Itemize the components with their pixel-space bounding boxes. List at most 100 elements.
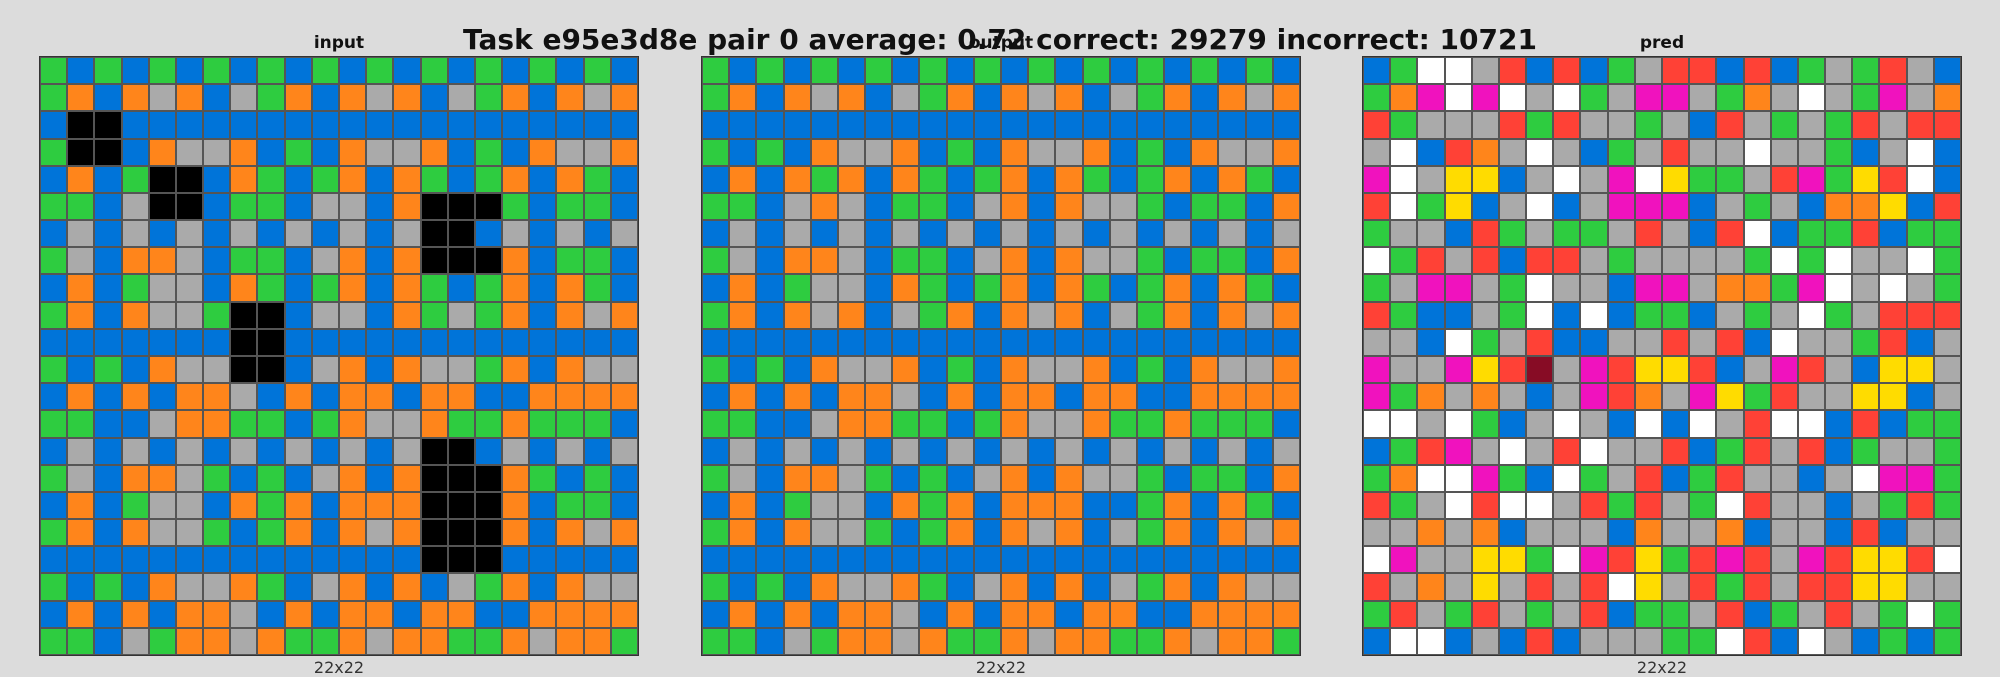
grid-cell [1218,437,1246,465]
grid-cell [1000,111,1029,139]
grid-cell [1553,383,1581,411]
grid-cell [1136,301,1165,329]
grid-cell [1770,220,1798,248]
grid-cell [1471,627,1499,655]
grid-cell [1471,111,1499,139]
grid-cell [1028,328,1056,356]
grid-cell [610,437,638,465]
grid-cell [1634,301,1662,329]
grid-cell [1363,220,1391,248]
grid-cell [1444,464,1472,492]
grid-cell [1164,519,1192,547]
grid-cell [610,301,638,329]
grid-cell [1055,383,1083,411]
grid-cell [1716,247,1744,275]
grid-cell [1082,600,1110,628]
grid-cell [756,627,784,655]
grid-cell [175,301,204,329]
grid-cell [230,600,258,628]
grid-cell [1218,165,1246,193]
grid-cell [1770,546,1798,574]
grid-cell [556,328,584,356]
grid-cell [1245,328,1273,356]
grid-cell [1553,464,1581,492]
grid-cell [311,410,339,438]
grid-cell [366,383,394,411]
grid-cell [1797,519,1826,547]
grid-cell [1580,600,1608,628]
grid-cell [556,301,584,329]
grid-cell [1526,410,1554,438]
grid-cell [1716,546,1744,574]
grid-cell [366,247,394,275]
grid-cell [1743,573,1771,601]
grid-cell [1825,573,1853,601]
grid-cell [1526,491,1554,520]
grid-cell [1390,84,1418,112]
grid-cell [865,328,893,356]
grid-cell [311,165,339,193]
grid-cell [837,57,866,85]
grid-cell [946,546,974,574]
grid-cell [1218,111,1246,139]
grid-cell [1852,192,1880,221]
grid-cell [1661,627,1690,655]
grid-cell [1417,247,1445,275]
grid-cell [1028,600,1056,628]
grid-cell [1580,301,1608,329]
grid-cell [1000,84,1029,112]
grid-cell [1825,600,1853,628]
grid-cell [67,600,95,628]
grid-cell [1417,519,1445,547]
grid-cell [892,111,920,139]
grid-cell [1191,491,1219,520]
grid-cell [420,410,448,438]
grid-cell [610,192,638,221]
grid-cell [1028,84,1056,112]
grid-cell [756,355,784,384]
grid-cell [420,627,448,655]
grid-cell [230,464,258,492]
grid-cell [529,519,557,547]
grid-cell [865,274,893,302]
grid-cell [892,627,920,655]
grid-cell [783,247,811,275]
grid-cell [1390,410,1418,438]
grid-cell [756,573,784,601]
grid-cell [1852,57,1880,85]
grid-cell [1417,220,1445,248]
grid-cell [420,600,448,628]
grid-cell [1245,301,1273,329]
grid-cell [121,111,149,139]
grid-cell [1164,410,1192,438]
grid-cell [1716,437,1744,465]
grid-cell [892,573,920,601]
grid-cell [1607,355,1635,384]
grid-cell [1933,328,1961,356]
grid-cell [1716,192,1744,221]
grid-cell [203,111,231,139]
grid-cell [973,301,1001,329]
grid-cell [393,464,421,492]
grid-cell [366,437,394,465]
grid-cell [474,519,503,547]
grid-cell [810,519,838,547]
grid-cell [1716,491,1744,520]
grid-cell [610,519,638,547]
grid-cell [610,138,638,166]
grid-cell [919,301,947,329]
grid-cell [420,573,448,601]
grid-cell [702,410,730,438]
grid-cell [1444,519,1472,547]
grid-cell [1000,192,1029,221]
grid-cell [1797,573,1826,601]
grid-cell [1607,627,1635,655]
grid-cell [865,57,893,85]
grid-cell [1716,301,1744,329]
grid-cell [837,627,866,655]
grid-cell [175,57,204,85]
grid-cell [610,111,638,139]
grid-cell [1272,274,1300,302]
grid-cell [1444,355,1472,384]
grid-cell [1770,165,1798,193]
